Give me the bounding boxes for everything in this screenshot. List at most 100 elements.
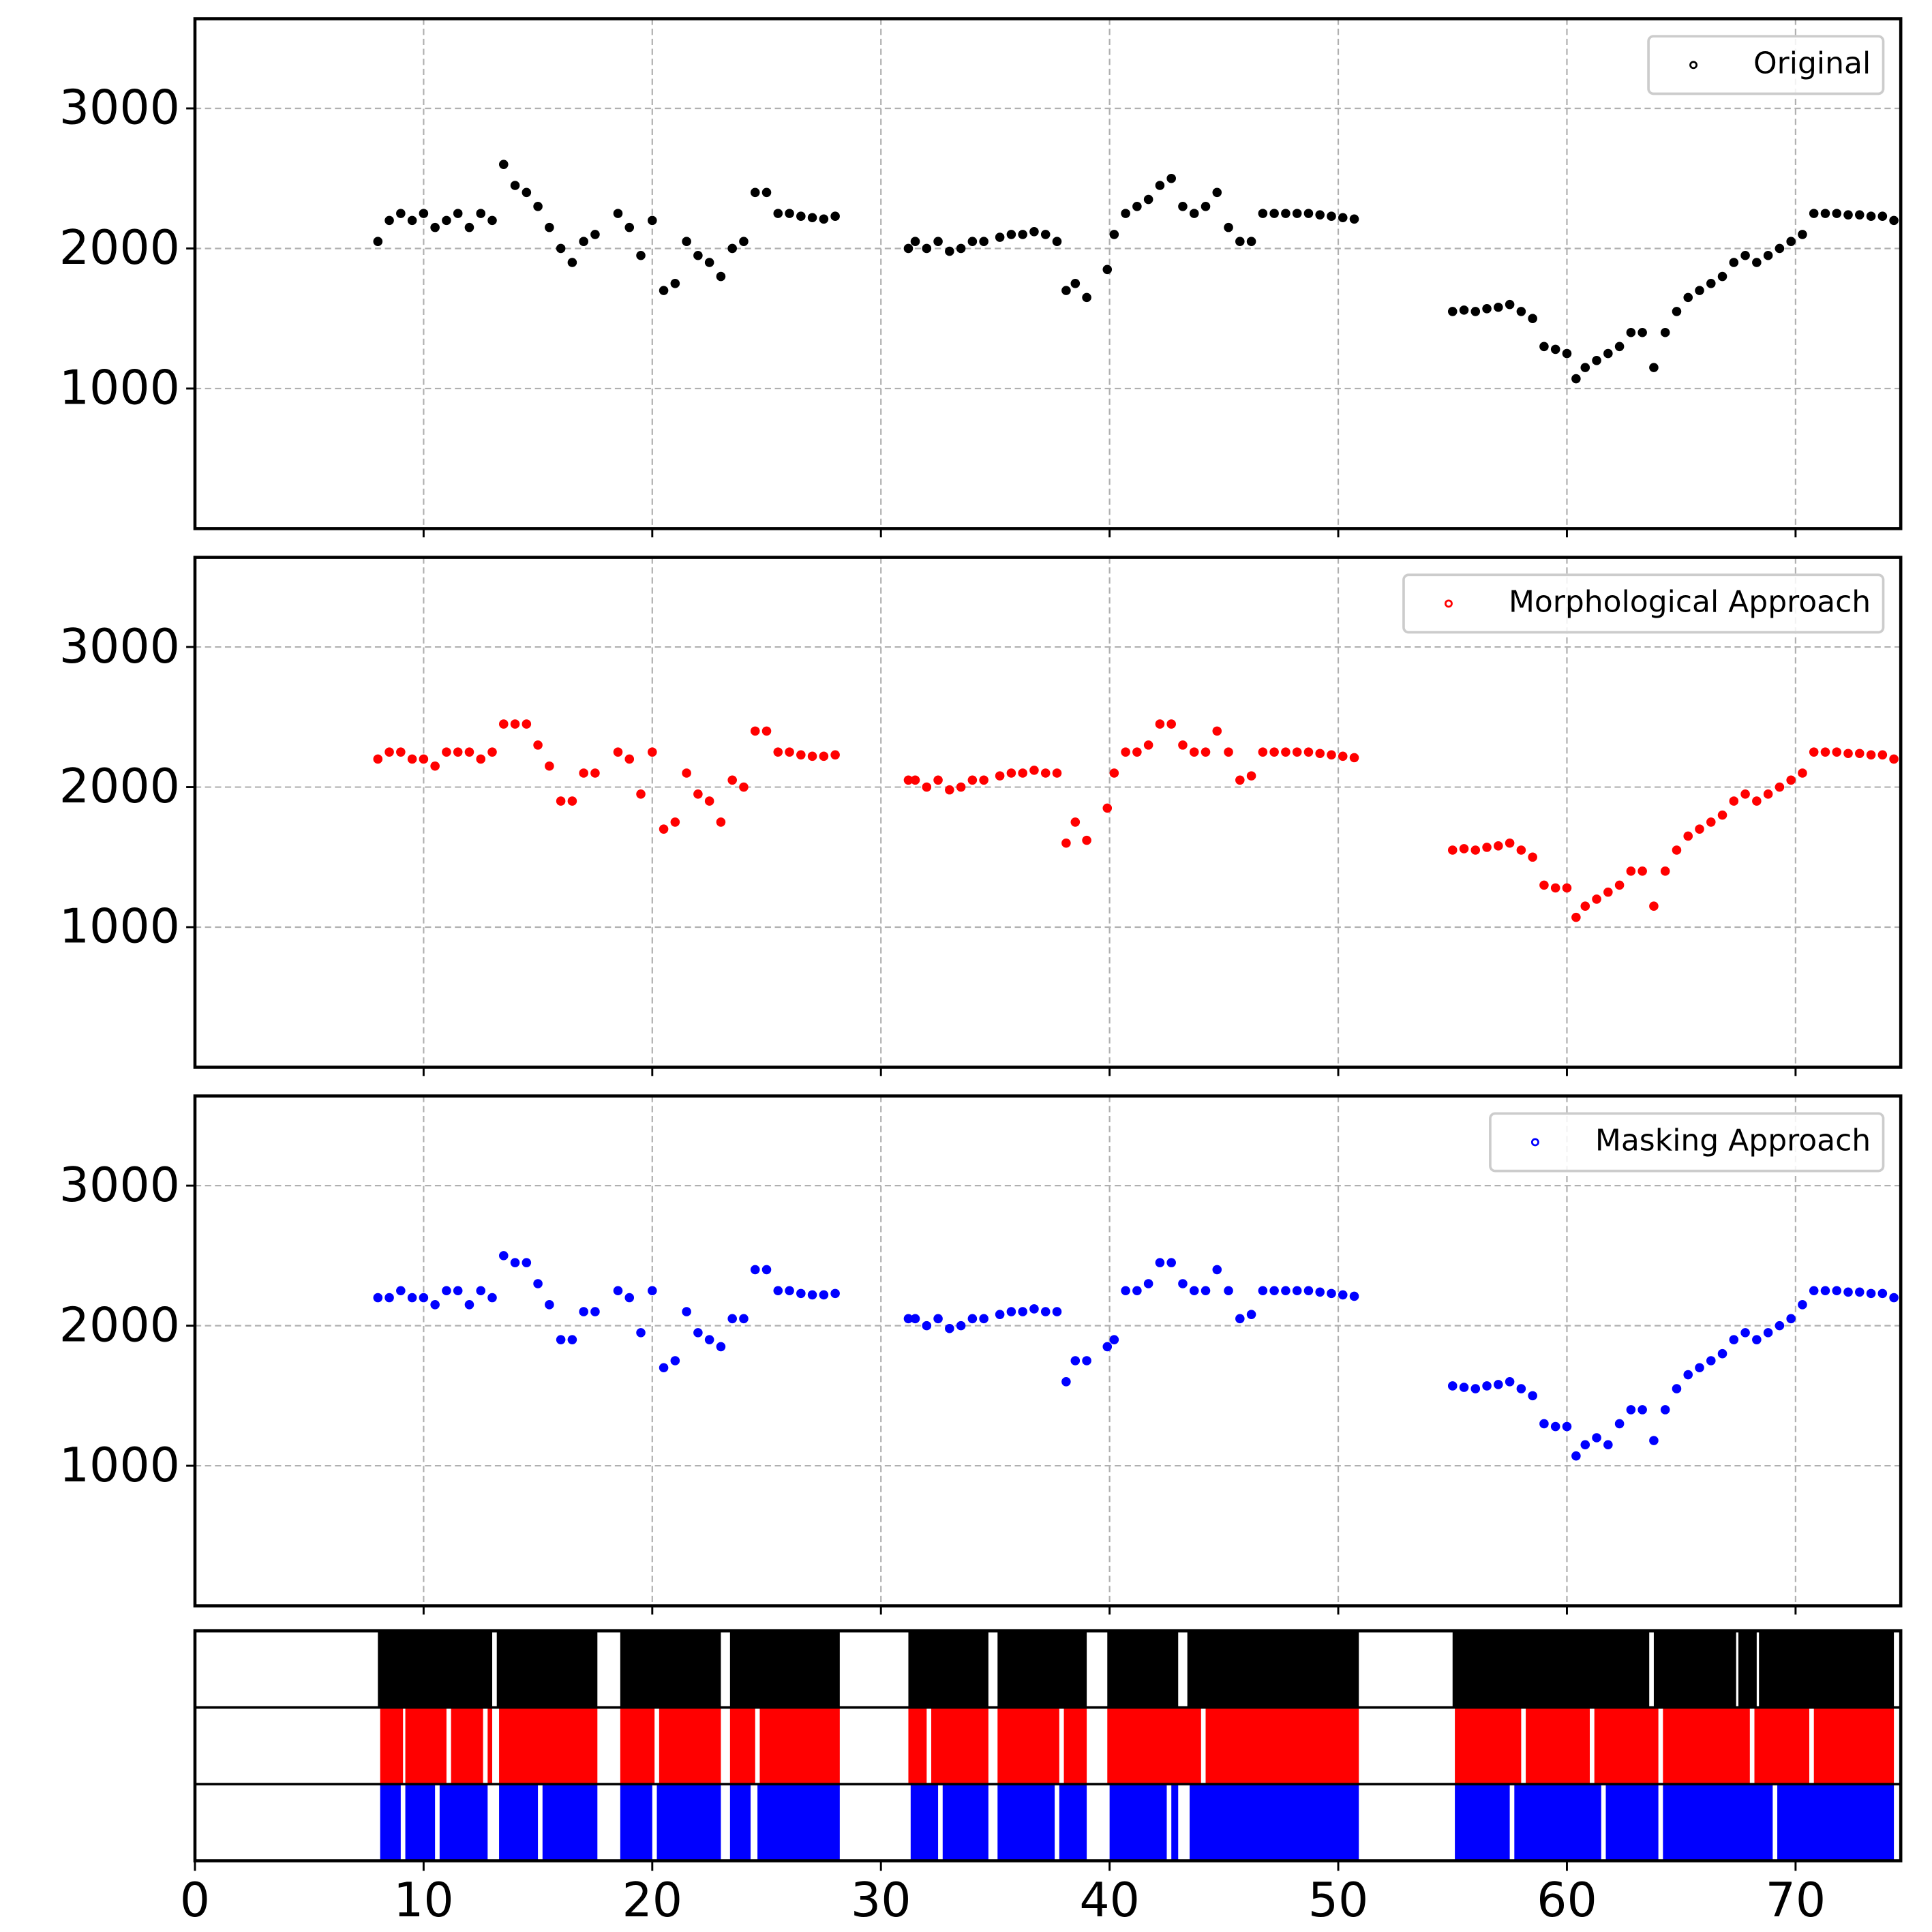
data-point bbox=[1178, 740, 1188, 750]
data-point bbox=[1672, 307, 1682, 316]
data-point bbox=[830, 211, 840, 221]
data-point bbox=[1006, 1307, 1016, 1316]
data-point bbox=[910, 237, 920, 246]
presence-span bbox=[997, 1784, 1055, 1861]
data-point bbox=[995, 771, 1005, 781]
data-point bbox=[1889, 754, 1899, 764]
axes-frame bbox=[193, 1094, 1903, 1608]
data-point bbox=[1102, 265, 1113, 275]
data-point bbox=[613, 209, 623, 218]
data-point bbox=[796, 750, 806, 760]
data-point bbox=[693, 789, 703, 799]
data-point bbox=[1660, 1405, 1670, 1415]
presence-span bbox=[405, 1784, 436, 1861]
legend-label: Morphological Approach bbox=[1509, 584, 1871, 619]
data-point bbox=[476, 1286, 486, 1296]
data-point bbox=[1155, 1258, 1165, 1267]
data-point bbox=[1877, 211, 1888, 221]
data-point bbox=[1626, 1405, 1636, 1415]
data-point bbox=[1820, 747, 1830, 757]
presence-span bbox=[499, 1784, 539, 1861]
data-point bbox=[1201, 1286, 1211, 1296]
data-point bbox=[1516, 845, 1526, 855]
data-point bbox=[1338, 751, 1348, 761]
data-point bbox=[995, 232, 1005, 242]
data-point bbox=[967, 1314, 978, 1324]
presence-span bbox=[542, 1784, 598, 1861]
data-point bbox=[1717, 1348, 1727, 1359]
data-point bbox=[1102, 1342, 1113, 1352]
data-point bbox=[1494, 302, 1503, 312]
data-point bbox=[682, 768, 691, 778]
data-point bbox=[1740, 250, 1750, 260]
data-point bbox=[1717, 810, 1727, 820]
data-point bbox=[510, 181, 520, 190]
data-point bbox=[1212, 187, 1222, 198]
data-point bbox=[1820, 209, 1830, 218]
presence-span bbox=[1759, 1631, 1895, 1708]
data-point bbox=[1143, 194, 1153, 205]
data-point bbox=[1505, 838, 1515, 848]
data-point bbox=[613, 1286, 623, 1296]
data-point bbox=[1706, 817, 1716, 827]
data-point bbox=[659, 286, 669, 295]
data-point bbox=[1729, 1335, 1739, 1344]
data-point bbox=[464, 222, 474, 232]
data-point bbox=[1775, 243, 1785, 254]
data-point bbox=[945, 785, 954, 795]
data-point bbox=[1695, 824, 1704, 834]
data-point bbox=[1740, 789, 1750, 799]
data-point bbox=[1843, 210, 1853, 220]
axes-frame bbox=[193, 556, 1903, 1069]
presence-span bbox=[1063, 1707, 1087, 1785]
x-tick-label: 40 bbox=[1079, 1873, 1140, 1928]
data-point bbox=[1201, 202, 1211, 211]
data-point bbox=[453, 1286, 463, 1296]
presence-span bbox=[1455, 1784, 1510, 1861]
data-point bbox=[533, 740, 543, 750]
data-point bbox=[453, 209, 463, 218]
data-point bbox=[1082, 1356, 1091, 1365]
data-point bbox=[1246, 1310, 1256, 1319]
data-point bbox=[796, 211, 806, 221]
axes-frame bbox=[193, 1629, 1903, 1862]
data-point bbox=[1061, 286, 1071, 295]
data-point bbox=[1166, 719, 1176, 729]
data-point bbox=[1683, 831, 1693, 841]
data-point bbox=[1809, 1286, 1819, 1296]
data-point bbox=[933, 237, 943, 246]
data-point bbox=[1580, 1440, 1590, 1450]
data-point bbox=[750, 1265, 760, 1275]
data-point bbox=[1349, 1291, 1359, 1301]
data-point bbox=[1235, 237, 1245, 246]
y-tick-label: 1000 bbox=[59, 1438, 180, 1493]
data-point bbox=[1603, 1440, 1613, 1450]
data-point bbox=[498, 719, 509, 729]
x-tick-label: 10 bbox=[393, 1873, 454, 1928]
data-point bbox=[830, 1288, 840, 1299]
data-point bbox=[1327, 1288, 1336, 1299]
data-point bbox=[1672, 1384, 1682, 1393]
data-point bbox=[442, 1286, 451, 1296]
data-point bbox=[1338, 1290, 1348, 1300]
legend-box bbox=[1402, 573, 1885, 634]
y-tick-label: 2000 bbox=[59, 759, 180, 814]
data-point bbox=[956, 782, 966, 792]
presence-span bbox=[908, 1707, 927, 1785]
data-point bbox=[1349, 753, 1359, 763]
data-point bbox=[522, 187, 532, 198]
data-point bbox=[624, 754, 635, 764]
data-point bbox=[1121, 209, 1130, 218]
data-point bbox=[1459, 1383, 1469, 1392]
data-point bbox=[761, 187, 772, 198]
data-point bbox=[693, 1328, 703, 1338]
data-point bbox=[1528, 1391, 1537, 1401]
data-point bbox=[1018, 230, 1027, 239]
presence-span bbox=[757, 1784, 840, 1861]
presence-span bbox=[908, 1631, 988, 1708]
data-point bbox=[1482, 304, 1492, 314]
data-point bbox=[1258, 747, 1268, 757]
data-point bbox=[384, 747, 394, 757]
data-point bbox=[933, 775, 943, 785]
